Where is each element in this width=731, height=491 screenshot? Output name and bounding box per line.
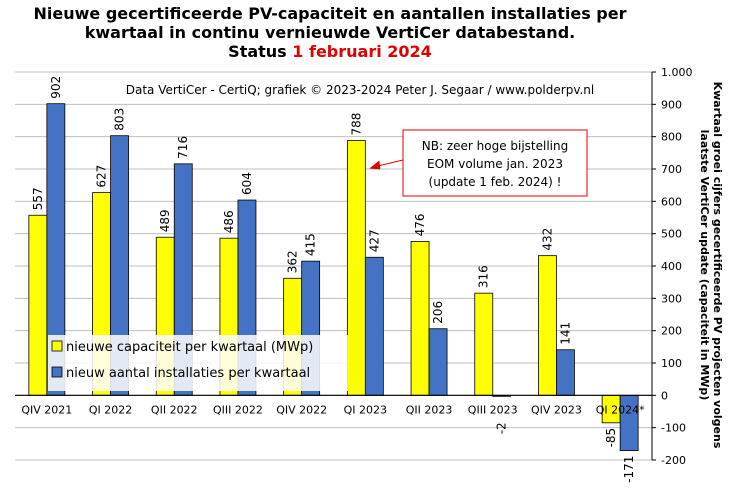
y-tick-label: 100 — [661, 357, 682, 370]
y-tick-label: 200 — [661, 325, 682, 338]
x-tick-label: QIV 2023 — [531, 403, 582, 416]
installations-label: 716 — [176, 136, 190, 159]
x-tick-label: QIV 2022 — [276, 403, 327, 416]
annotation-arrow — [375, 159, 404, 168]
legend-swatch-installations — [51, 366, 63, 378]
installations-bar — [428, 328, 448, 396]
y-tick-label: 600 — [661, 195, 682, 208]
right-axis-title-line-2: laatste VertiCer update (capaciteit in M… — [698, 130, 711, 401]
capacity-label: 627 — [95, 165, 109, 188]
x-tick-label: QI 2023 — [344, 403, 387, 416]
capacity-bar — [538, 255, 557, 396]
installations-bar — [364, 256, 384, 396]
x-tick-label: QIV 2021 — [21, 403, 72, 416]
y-tick-label: 500 — [661, 228, 682, 241]
annotation-arrow-head — [369, 160, 381, 170]
installations-bar — [556, 349, 575, 396]
y-tick-label: 400 — [661, 260, 682, 273]
y-tick-label: 0 — [661, 389, 668, 402]
installations-label: 206 — [431, 301, 445, 324]
right-axis-title-line-1: Kwartaal groei cijfers gecertificeerde P… — [711, 82, 724, 449]
status-date: 1 februari 2024 — [292, 42, 432, 61]
x-tick-label: QII 2022 — [151, 403, 198, 416]
installations-label: -171 — [622, 456, 636, 483]
capacity-label: 489 — [158, 209, 172, 232]
y-tick-label: 700 — [661, 163, 682, 176]
status-prefix: Status — [228, 42, 287, 61]
x-tick-label: QI 2024* — [596, 403, 645, 416]
y-tick-label: 1.000 — [661, 66, 693, 79]
annotation-line-2: EOM volume jan. 2023 — [427, 157, 563, 171]
installations-label: 604 — [240, 172, 254, 195]
y-tick-label: 800 — [661, 131, 682, 144]
annotation-line-3: (update 1 feb. 2024) ! — [429, 175, 562, 189]
installations-label: 141 — [558, 322, 572, 345]
title-line-1: Nieuwe gecertificeerde PV-capaciteit en … — [33, 4, 627, 23]
capacity-bar — [474, 292, 494, 396]
capacity-label: 486 — [222, 210, 236, 233]
installations-label: -2 — [495, 422, 509, 434]
title-status: Status 1 februari 2024 — [0, 42, 660, 61]
x-tick-label: QI 2022 — [89, 403, 132, 416]
installations-label: 902 — [49, 76, 63, 99]
legend-label-capacity: nieuwe capaciteit per kwartaal (MWp) — [66, 340, 313, 355]
y-tick-label: 900 — [661, 98, 682, 111]
title-line-2: kwartaal in continu vernieuwde VertiCer … — [84, 23, 576, 42]
installations-label: 427 — [367, 229, 381, 252]
legend-label-installations: nieuw aantal installaties per kwartaal — [66, 366, 310, 381]
capacity-label: 476 — [413, 214, 427, 237]
capacity-bar — [28, 214, 48, 396]
capacity-label: 316 — [477, 265, 491, 288]
annotation-box — [402, 129, 588, 197]
x-tick-label: QIII 2022 — [213, 403, 263, 416]
installations-label: 803 — [113, 108, 127, 131]
capacity-label: 788 — [349, 113, 363, 136]
chart-title: Nieuwe gecertificeerde PV-capaciteit en … — [0, 4, 660, 61]
capacity-bar — [346, 140, 366, 396]
source-note: Data VertiCer - CertiQ; grafiek © 2023-2… — [126, 83, 595, 97]
x-tick-label: QII 2023 — [406, 403, 453, 416]
capacity-bar — [410, 241, 430, 396]
capacity-label: -85 — [604, 428, 618, 448]
legend-box — [48, 335, 348, 391]
installations-label: 415 — [304, 233, 318, 256]
capacity-label: 362 — [286, 250, 300, 273]
legend-swatch-capacity — [51, 340, 63, 352]
annotation-line-1: NB: zeer hoge bijstelling — [422, 139, 569, 153]
capacity-label: 432 — [540, 228, 554, 251]
y-tick-label: -200 — [661, 454, 686, 467]
y-tick-label: -100 — [661, 422, 686, 435]
capacity-label: 557 — [31, 187, 45, 210]
x-tick-label: QIII 2023 — [468, 403, 518, 416]
y-tick-label: 300 — [661, 292, 682, 305]
